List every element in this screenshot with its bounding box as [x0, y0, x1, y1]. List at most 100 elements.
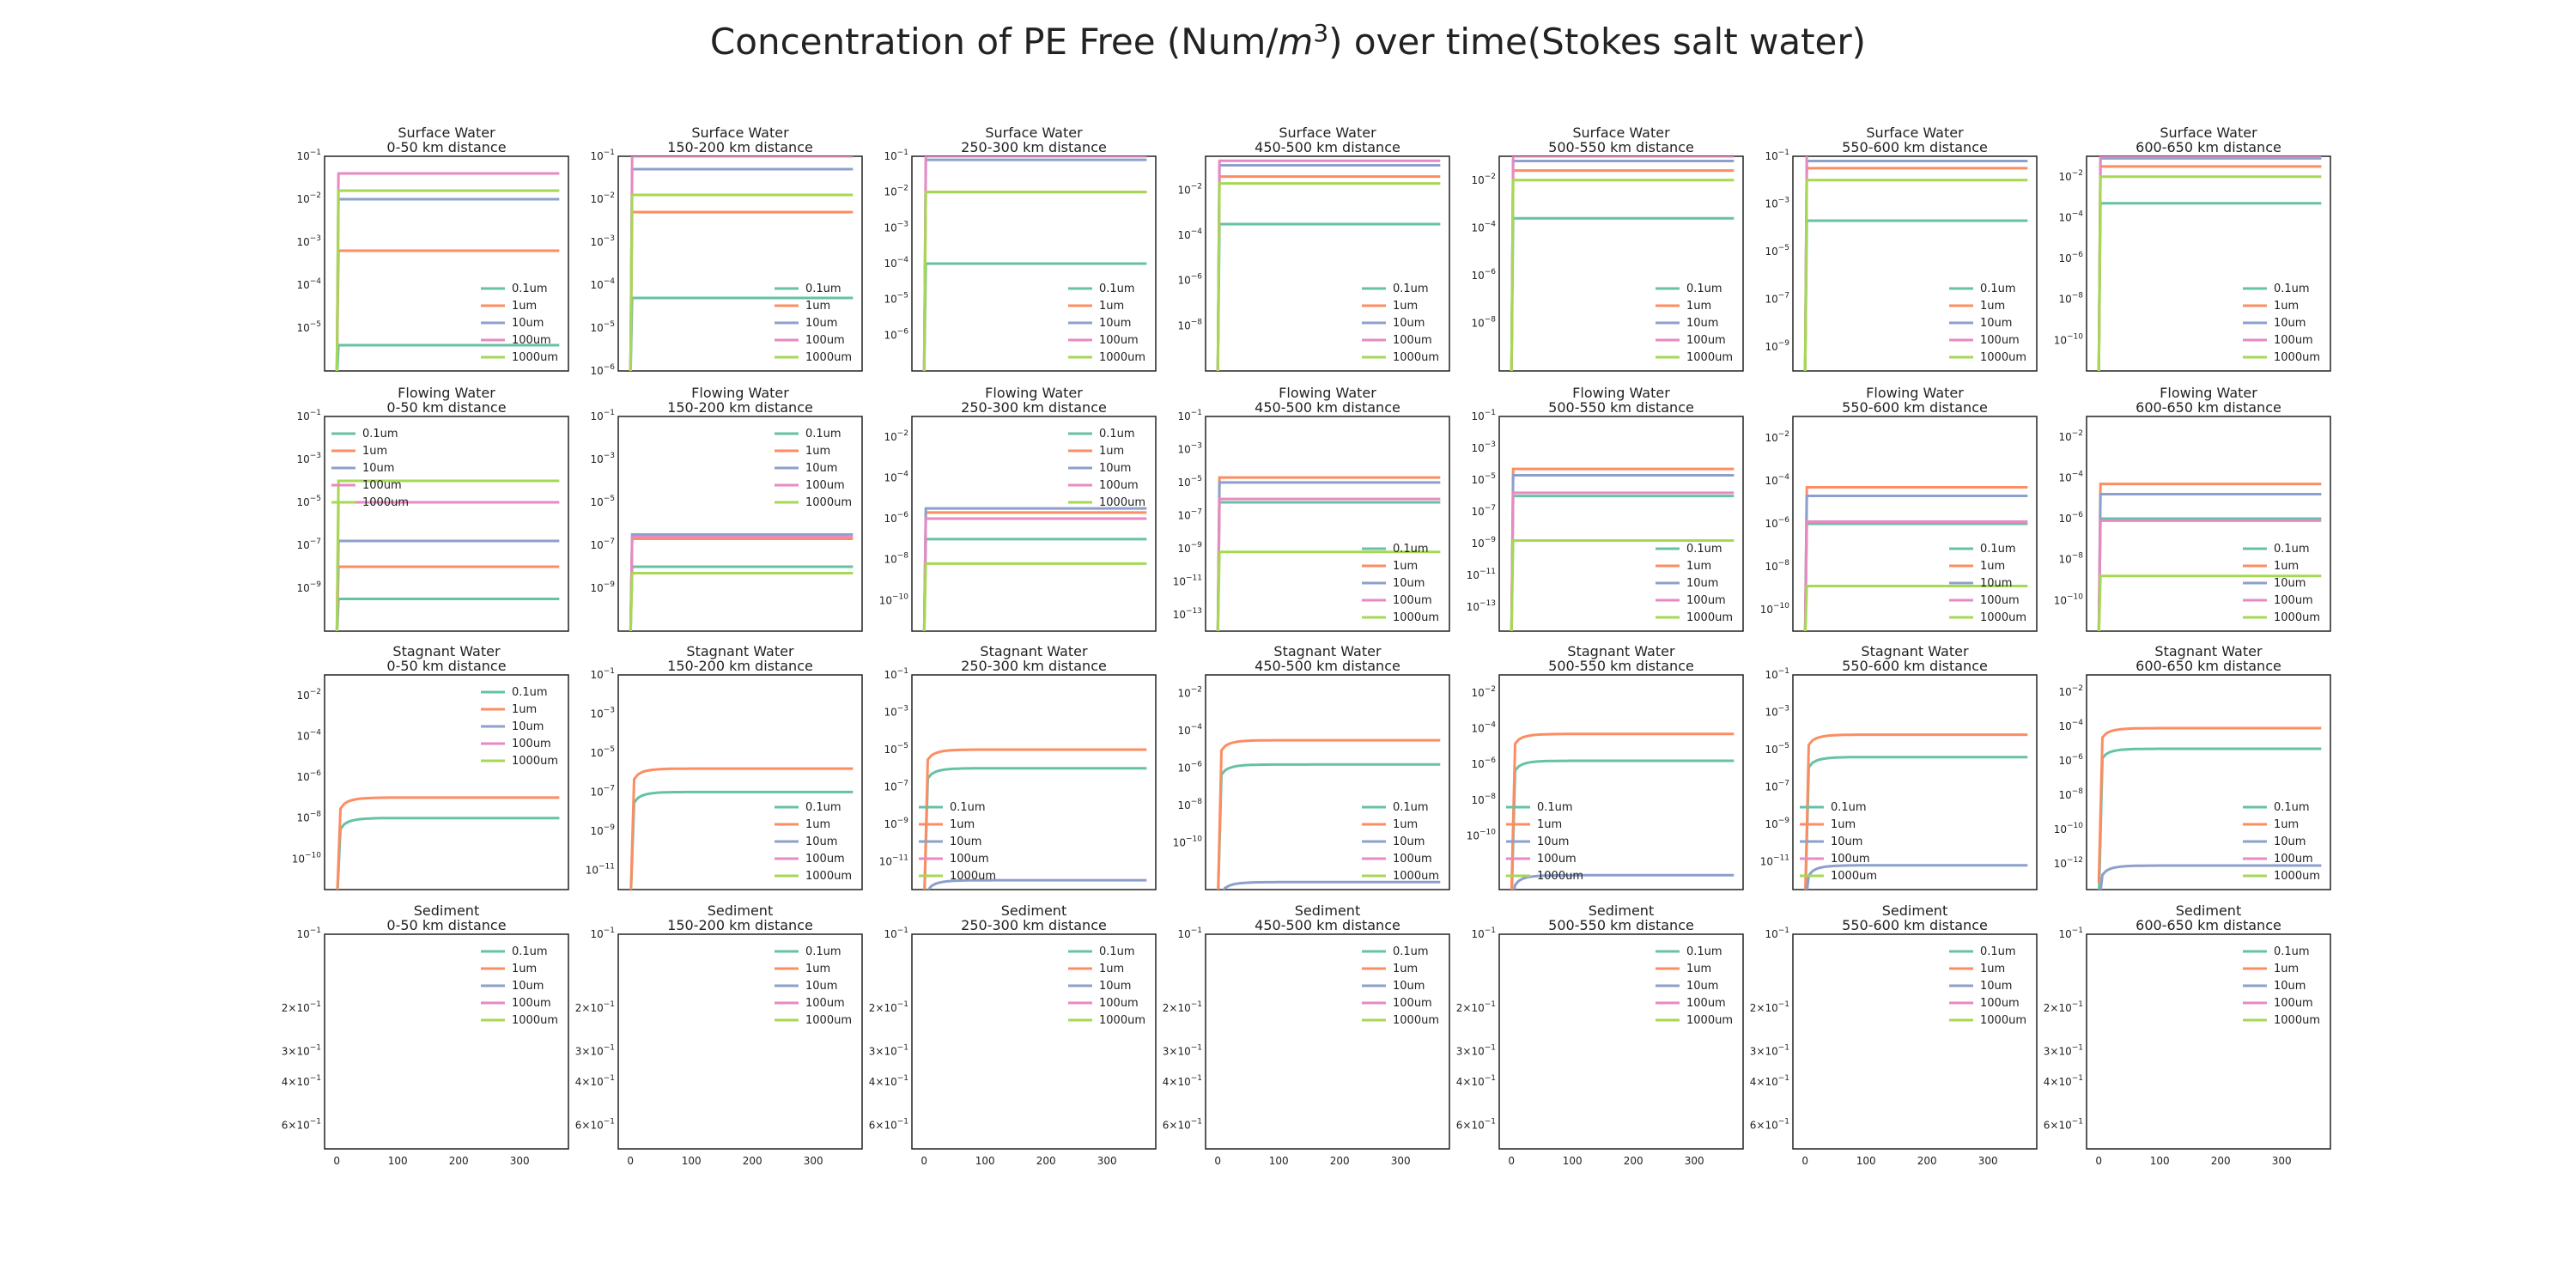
- subplot-title: Surface Water: [691, 125, 789, 141]
- series-line-0.1um: [1510, 759, 1735, 890]
- legend: 0.1um 1um 10um 100um 1000um: [1068, 428, 1145, 509]
- y-tick-label: 10−1: [590, 409, 615, 422]
- series-line-1000um: [2097, 175, 2322, 371]
- legend-label: 10um: [1686, 317, 1718, 330]
- subplot-subtitle: 600-650 km distance: [2136, 399, 2281, 416]
- y-tick-label: 10−2: [2058, 169, 2083, 183]
- series-line-0.1um: [629, 565, 854, 631]
- y-tick-label: 10−1: [1471, 927, 1496, 940]
- series-line-10um: [335, 539, 560, 631]
- y-tick-label: 10−13: [1173, 607, 1202, 621]
- legend-label: 100um: [950, 853, 989, 866]
- series-line-1um: [1216, 175, 1441, 371]
- y-tick-label: 10−6: [2058, 753, 2083, 767]
- subplot-subtitle: 500-550 km distance: [1548, 139, 1694, 155]
- y-tick-label: 2×10−1: [1750, 1000, 1789, 1014]
- subplot-subtitle: 250-300 km distance: [961, 399, 1107, 416]
- y-tick-label: 6×10−1: [869, 1117, 908, 1131]
- legend: 0.1um 1um 10um 100um 1000um: [1949, 543, 2026, 624]
- x-tick-label: 300: [2272, 1155, 2292, 1167]
- legend-label: 0.1um: [805, 801, 841, 814]
- subplot-subtitle: 500-550 km distance: [1548, 399, 1694, 416]
- legend-label: 1um: [1686, 300, 1711, 313]
- x-tick-label: 0: [333, 1155, 340, 1167]
- y-tick-label: 2×10−1: [1456, 1000, 1496, 1014]
- legend-label: 0.1um: [1393, 945, 1429, 958]
- legend-label: 0.1um: [1393, 543, 1429, 556]
- series-lines: [2097, 726, 2322, 890]
- y-tick-label: 10−6: [2058, 251, 2083, 264]
- y-tick-label: 10−3: [1177, 441, 1202, 455]
- y-tick-label: 10−6: [884, 327, 908, 341]
- y-tick-label: 10−9: [590, 823, 615, 837]
- legend-label: 100um: [362, 479, 402, 492]
- series-line-1um: [629, 767, 854, 890]
- subplot-subtitle: 550-600 km distance: [1842, 917, 1988, 933]
- legend-label: 1000um: [805, 1014, 852, 1027]
- series-line-100um: [629, 535, 854, 631]
- y-tick-label: 10−6: [1471, 268, 1496, 282]
- y-tick-label: 10−8: [2058, 552, 2083, 566]
- legend-label: 1um: [805, 818, 830, 831]
- subplot-subtitle: 0-50 km distance: [386, 399, 506, 416]
- y-tick-label: 10−1: [1177, 409, 1202, 422]
- y-tick-label: 10−8: [2058, 787, 2083, 801]
- legend-label: 100um: [1099, 479, 1139, 492]
- subplot-title: Stagnant Water: [686, 643, 794, 659]
- legend-label: 1um: [2274, 560, 2299, 573]
- axes-frame: [1205, 155, 1450, 372]
- y-tick-label: 10−6: [884, 511, 908, 525]
- subplot-title: Stagnant Water: [392, 643, 501, 659]
- y-tick-label: 10−10: [879, 592, 909, 606]
- subplot-subtitle: 450-500 km distance: [1255, 399, 1400, 416]
- y-tick-label: 10−7: [590, 538, 615, 551]
- legend-label: 1000um: [362, 496, 409, 509]
- subplot-title: Surface Water: [2160, 125, 2257, 141]
- legend-label: 1um: [1831, 818, 1856, 831]
- legend: 0.1um 1um 10um 100um 1000um: [775, 945, 852, 1027]
- legend-label: 100um: [1831, 853, 1870, 866]
- legend-label: 1000um: [1099, 1014, 1145, 1027]
- legend-label: 100um: [2274, 997, 2313, 1010]
- legend: 0.1um 1um 10um 100um 1000um: [1068, 283, 1145, 364]
- legend-label: 10um: [362, 462, 394, 475]
- x-tick-label: 300: [510, 1155, 530, 1167]
- legend-label: 10um: [1831, 835, 1862, 848]
- axes-frame: [324, 933, 569, 1150]
- y-tick-label: 10−5: [1765, 244, 1789, 258]
- y-tick-label: 10−9: [296, 580, 321, 594]
- legend-label: 1um: [1686, 560, 1711, 573]
- legend: 0.1um 1um 10um 100um 1000um: [2243, 543, 2320, 624]
- legend-label: 10um: [2274, 317, 2306, 330]
- figure-title: Concentration of PE Free (Num/m3) over t…: [709, 19, 1867, 63]
- legend-label: 10um: [2274, 577, 2306, 590]
- legend: 0.1um 1um 10um 100um 1000um: [775, 283, 852, 364]
- legend-label: 100um: [1686, 594, 1726, 607]
- y-tick-label: 3×10−1: [1163, 1043, 1202, 1057]
- y-tick-label: 10−10: [1173, 835, 1203, 849]
- subplot-title: Surface Water: [985, 125, 1083, 141]
- x-tick-label: 100: [1563, 1155, 1583, 1167]
- legend: 0.1um 1um 10um 100um 1000um: [331, 428, 409, 509]
- y-tick-label: 10−2: [884, 185, 908, 198]
- y-tick-label: 10−8: [1471, 793, 1496, 806]
- y-tick-label: 10−5: [1765, 742, 1789, 756]
- y-tick-label: 10−1: [884, 149, 908, 162]
- y-tick-label: 10−6: [1765, 516, 1789, 530]
- series-line-0.1um: [922, 538, 1147, 631]
- y-tick-label: 10−1: [590, 667, 615, 681]
- y-tick-label: 10−3: [884, 220, 908, 234]
- subplot-title: Sediment: [1882, 902, 1947, 919]
- y-tick-label: 10−10: [2054, 822, 2084, 835]
- y-tick-label: 10−3: [296, 234, 321, 248]
- y-tick-label: 10−11: [1467, 568, 1496, 581]
- subplot-title: Flowing Water: [1866, 385, 1964, 401]
- series-line-1000um: [1510, 179, 1735, 371]
- legend-label: 1um: [1099, 445, 1124, 458]
- y-tick-label: 10−6: [1177, 273, 1202, 287]
